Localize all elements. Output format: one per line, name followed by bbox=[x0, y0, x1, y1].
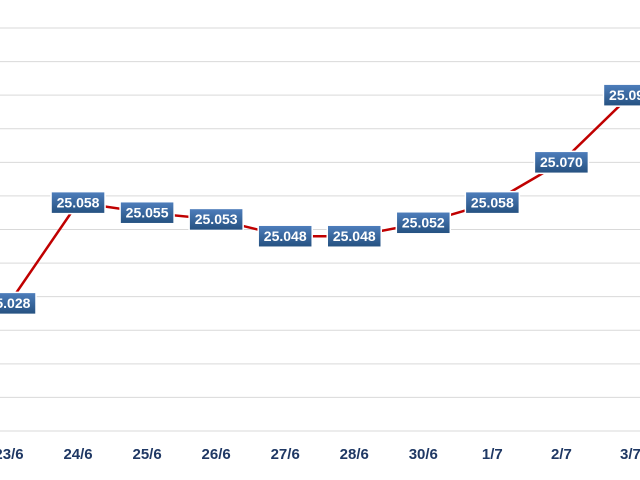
value-label-box bbox=[188, 207, 244, 232]
value-label: 25.052 bbox=[402, 214, 445, 230]
value-label: 25.055 bbox=[126, 204, 169, 220]
value-label: 25.053 bbox=[195, 211, 238, 227]
value-label-box bbox=[50, 190, 106, 215]
value-label: 25.028 bbox=[0, 295, 31, 311]
x-tick-label: 28/6 bbox=[340, 446, 369, 463]
value-label: 25.058 bbox=[471, 194, 514, 210]
x-tick-label: 30/6 bbox=[409, 446, 438, 463]
value-label-box bbox=[326, 224, 382, 248]
x-tick-label: 3/7 bbox=[620, 446, 640, 463]
value-label-box bbox=[533, 150, 590, 175]
x-tick-label: 2/7 bbox=[551, 446, 572, 463]
x-tick-label: 23/6 bbox=[0, 446, 24, 463]
value-label: 25.048 bbox=[333, 228, 376, 244]
value-label-box bbox=[464, 190, 521, 215]
value-label-box bbox=[395, 211, 452, 235]
value-label-box bbox=[257, 224, 313, 248]
x-tick-label: 25/6 bbox=[132, 446, 161, 463]
value-label-box bbox=[0, 291, 37, 316]
value-label: 25.070 bbox=[540, 154, 583, 170]
x-tick-label: 24/6 bbox=[63, 446, 92, 463]
value-label: 25.048 bbox=[264, 228, 307, 244]
value-label-box bbox=[119, 200, 175, 225]
value-label: 25.090 bbox=[609, 87, 640, 103]
line bbox=[7, 94, 632, 305]
x-tick-label: 26/6 bbox=[202, 446, 231, 463]
x-tick-label: 27/6 bbox=[271, 446, 300, 463]
value-label: 25.058 bbox=[57, 194, 100, 210]
x-tick-label: 1/7 bbox=[482, 446, 503, 463]
value-label-box bbox=[602, 83, 640, 107]
